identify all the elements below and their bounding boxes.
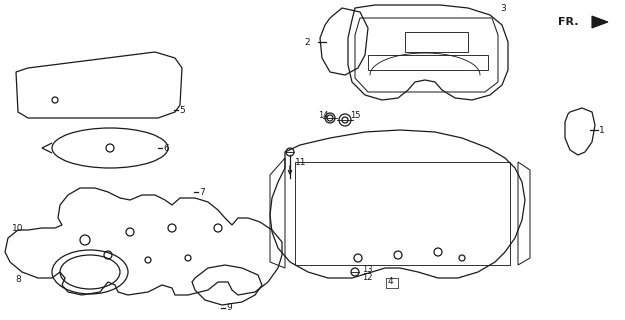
Text: 10: 10 [12, 223, 24, 233]
Text: 13: 13 [362, 266, 372, 275]
Text: FR.: FR. [558, 17, 579, 27]
Text: 6: 6 [163, 143, 169, 153]
Bar [386, 278, 398, 288]
Text: 11: 11 [295, 157, 306, 166]
Text: 12: 12 [362, 274, 372, 283]
Text: 5: 5 [179, 106, 185, 115]
Text: 1: 1 [599, 125, 605, 134]
Text: 15: 15 [350, 110, 361, 119]
Text: 3: 3 [500, 4, 506, 12]
Text: 4: 4 [388, 277, 394, 286]
Text: 7: 7 [199, 188, 205, 196]
Text: 14: 14 [318, 110, 329, 119]
Polygon shape [592, 16, 608, 28]
Text: 9: 9 [226, 303, 232, 313]
Text: 2: 2 [304, 37, 309, 46]
Text: 8: 8 [15, 276, 21, 284]
